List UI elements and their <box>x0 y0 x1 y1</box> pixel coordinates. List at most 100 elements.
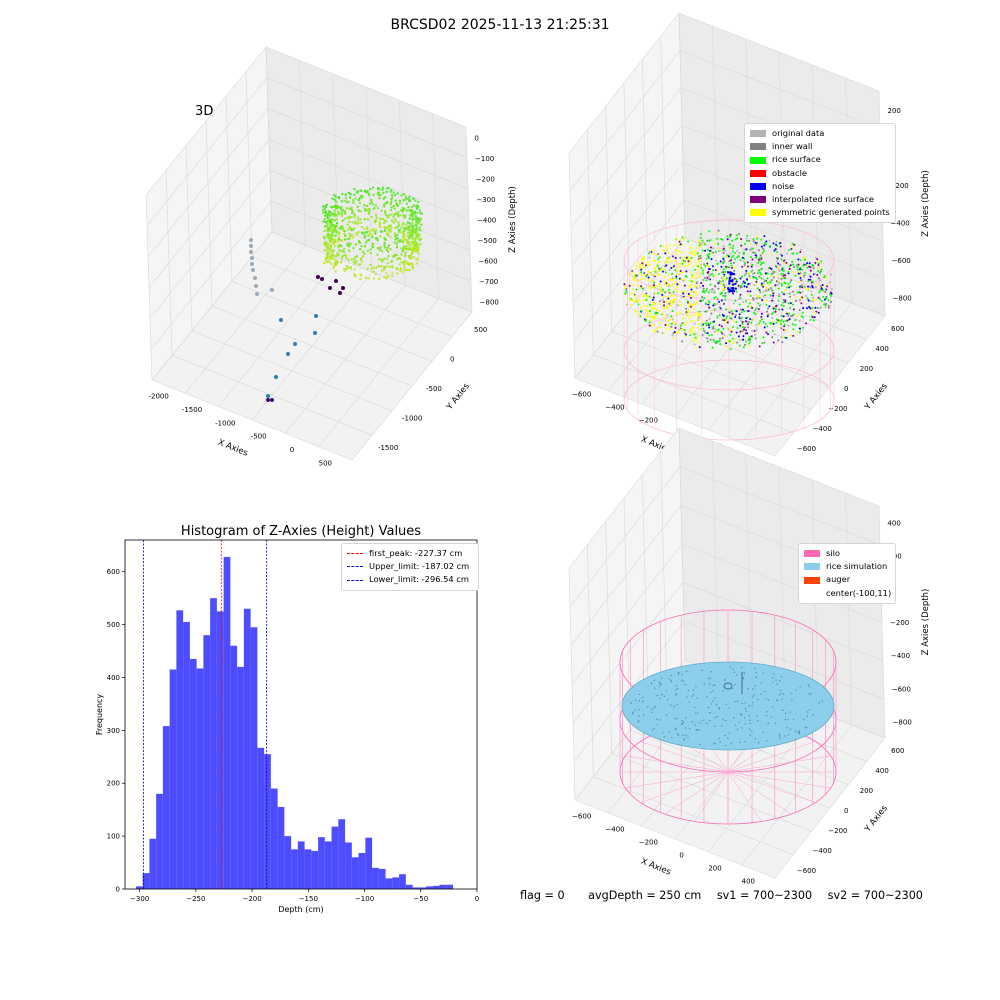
data-point <box>341 192 344 196</box>
y-tick-label: −200 <box>828 405 847 413</box>
data-point <box>408 225 411 228</box>
class-point <box>725 266 728 269</box>
class-point <box>819 270 822 273</box>
data-point <box>340 214 344 217</box>
data-point <box>337 196 341 199</box>
data-point <box>334 255 338 258</box>
rice-mesh-point <box>775 679 777 681</box>
class-point <box>729 233 732 236</box>
rice-mesh-point <box>683 738 686 740</box>
rice-mesh-point <box>789 728 792 730</box>
class-point <box>656 265 659 268</box>
class-point <box>716 263 719 266</box>
data-point <box>399 229 402 233</box>
class-point <box>741 338 744 341</box>
class-point <box>781 276 784 279</box>
class-point <box>807 278 810 281</box>
class-point <box>649 284 652 287</box>
class-point <box>689 252 692 255</box>
data-point <box>379 230 383 233</box>
rice-mesh-point <box>780 689 782 692</box>
data-point <box>416 257 420 260</box>
data-point <box>378 225 382 229</box>
class-point <box>734 316 737 319</box>
class-point <box>726 327 729 330</box>
class-point <box>655 254 658 257</box>
data-point <box>387 230 390 234</box>
class-point <box>812 280 815 283</box>
class-point <box>806 298 809 301</box>
class-point <box>757 308 760 311</box>
class-point <box>658 303 661 306</box>
class-point <box>811 286 814 289</box>
class-point <box>783 276 786 279</box>
data-point <box>339 225 343 228</box>
data-point <box>402 261 406 265</box>
data-point <box>412 217 415 220</box>
data-point <box>380 230 384 233</box>
class-point <box>817 261 820 264</box>
rice-mesh-point <box>676 703 678 705</box>
data-point <box>383 265 386 269</box>
class-point <box>656 312 659 315</box>
class-point <box>635 274 638 277</box>
data-point <box>415 232 418 236</box>
data-point <box>383 229 387 232</box>
data-point <box>416 249 420 253</box>
data-point <box>329 234 333 237</box>
data-point <box>333 227 337 231</box>
data-point <box>367 193 371 197</box>
class-point <box>736 327 739 330</box>
class-point <box>698 260 701 263</box>
rice-mesh-point <box>709 677 711 680</box>
data-point <box>385 227 388 230</box>
data-point <box>403 246 407 250</box>
class-point <box>754 313 757 316</box>
class-point <box>805 288 808 291</box>
data-point <box>389 208 393 212</box>
class-point <box>790 247 793 250</box>
data-point <box>409 233 412 237</box>
data-point <box>335 263 338 266</box>
grid-line <box>146 77 268 227</box>
class-point <box>791 252 794 255</box>
x-tick-label: 0 <box>475 895 479 903</box>
data-point <box>348 216 352 220</box>
data-point <box>376 253 379 256</box>
outlier-point <box>250 256 254 260</box>
data-point <box>415 223 418 226</box>
class-point <box>741 256 744 259</box>
class-point <box>821 284 824 287</box>
class-point <box>809 275 812 278</box>
class-point <box>749 335 752 338</box>
data-point <box>406 197 410 201</box>
data-point <box>416 237 419 240</box>
class-point <box>674 256 677 259</box>
class-point <box>739 259 742 262</box>
rice-mesh-point <box>696 697 698 699</box>
histogram-bar <box>149 838 157 889</box>
class-point <box>672 291 675 294</box>
class-point <box>780 273 783 276</box>
class-point <box>754 308 757 311</box>
class-point <box>771 297 774 300</box>
y-tick-label: 0 <box>844 385 848 393</box>
grid-line <box>593 354 794 433</box>
data-point <box>391 265 394 268</box>
class-point <box>793 265 796 268</box>
class-point <box>803 274 806 277</box>
rice-mesh-point <box>732 668 734 670</box>
histogram-bar <box>446 884 454 889</box>
rice-mesh-point <box>656 694 658 697</box>
class-point <box>772 292 775 295</box>
class-point <box>750 321 753 324</box>
rice-mesh-point <box>789 711 791 713</box>
class-point <box>688 259 691 262</box>
class-point <box>817 262 820 265</box>
class-point <box>706 248 709 251</box>
data-point <box>377 191 380 194</box>
class-point <box>645 318 648 321</box>
data-point <box>372 277 376 280</box>
class-point <box>679 324 682 327</box>
data-point <box>402 208 405 212</box>
